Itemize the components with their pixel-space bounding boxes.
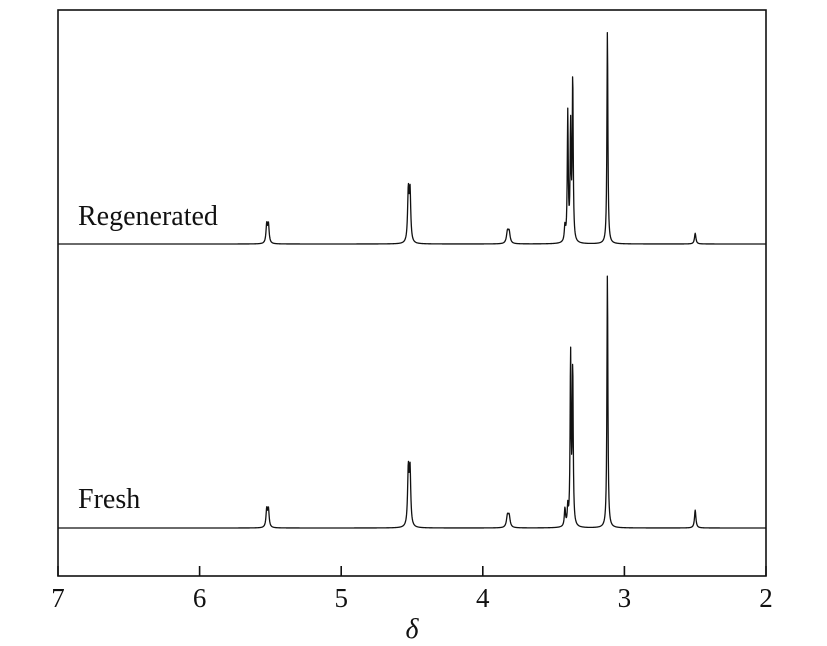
spectrum-trace-fresh [57, 275, 767, 529]
x-tick-label: 6 [193, 583, 207, 613]
series-labels: Regenerated Fresh [78, 201, 218, 515]
spectra-traces [57, 31, 767, 529]
x-tick-label: 5 [334, 583, 348, 613]
x-axis: 7 6 5 4 3 2 [51, 566, 773, 613]
x-tick-label: 2 [759, 583, 773, 613]
spectrum-trace-regenerated [57, 31, 767, 245]
x-tick-label: 7 [51, 583, 65, 613]
plot-frame [57, 9, 767, 577]
x-tick-label: 4 [476, 583, 490, 613]
series-label-fresh: Fresh [78, 484, 140, 515]
x-tick-label: 3 [618, 583, 632, 613]
series-label-regenerated: Regenerated [78, 201, 218, 232]
x-axis-label: δ [405, 614, 419, 645]
